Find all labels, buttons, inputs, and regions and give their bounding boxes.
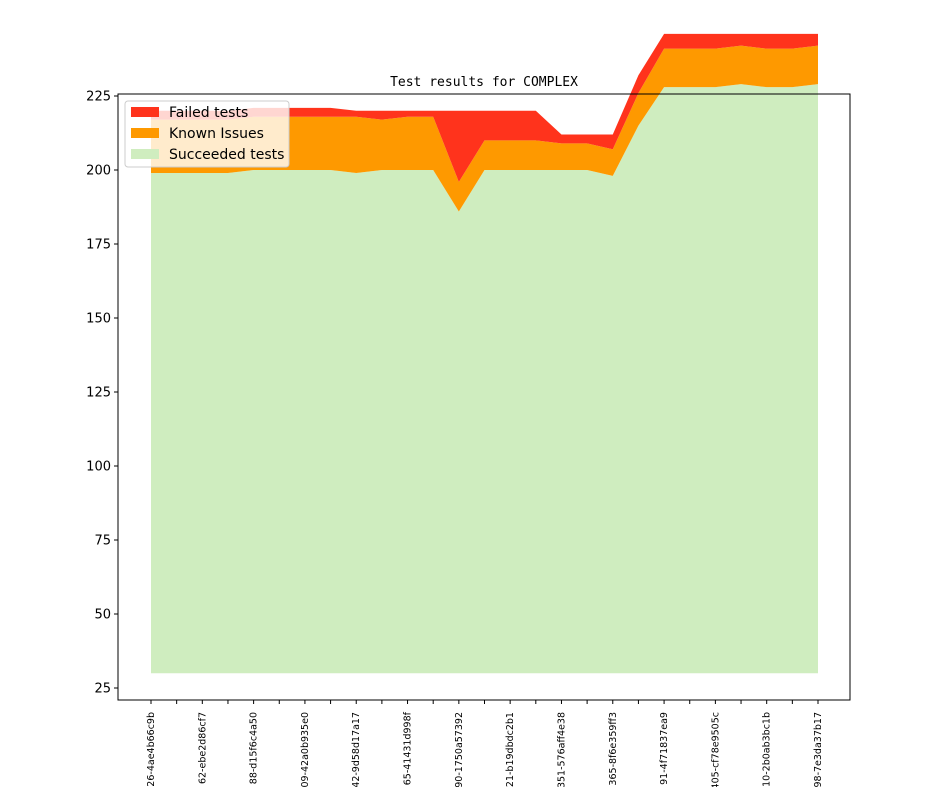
legend-label: Known Issues	[169, 126, 264, 142]
area-known-issues	[151, 45, 818, 212]
y-tick-label: 50	[94, 608, 111, 623]
legend-label: Failed tests	[169, 105, 248, 121]
x-tick-label: 88-d15f6c4a50	[249, 712, 260, 784]
x-tick-label: 26-4ae4b66c9b	[146, 712, 157, 787]
legend: Failed tests Known Issues Succeeded tests	[124, 100, 290, 168]
x-tick-label: 365-8f6e359ff3	[608, 712, 619, 786]
legend-swatch	[131, 149, 159, 159]
y-tick-label: 100	[86, 460, 111, 475]
legend-swatch	[131, 107, 159, 117]
x-tick-label: 351-576aff4e38	[556, 712, 567, 787]
area-layers	[151, 33, 818, 674]
x-tick-label: 90-1750a57392	[454, 712, 465, 787]
x-axis: 26-4ae4b66c9b 62-ebe2d86cf7 88-d15f6c4a50 0…	[146, 700, 824, 787]
y-tick-label: 225	[86, 90, 111, 105]
y-tick-label: 25	[94, 682, 111, 697]
x-tick-label: 65-41431d998f	[403, 711, 414, 785]
y-tick-label: 125	[86, 386, 111, 401]
y-axis: 25 50 75 100 125 150 175 200 225	[86, 90, 118, 697]
legend-label: Succeeded tests	[169, 147, 284, 163]
x-tick-label: 21-b19dbdc2b1	[505, 712, 516, 787]
y-tick-label: 75	[94, 534, 111, 549]
area-failed-tests	[151, 33, 818, 182]
x-tick-label: 09-42a0b935e0	[300, 712, 311, 787]
y-tick-label: 200	[86, 164, 111, 179]
legend-box	[124, 100, 290, 168]
y-tick-label: 175	[86, 238, 111, 253]
legend-swatch	[131, 128, 159, 138]
x-tick-label: 405-cf78e9505c	[710, 712, 721, 787]
x-tick-label: 42-9d58d17a17	[351, 712, 362, 787]
x-tick-label: 98-7e3da37b17	[813, 712, 824, 787]
x-tick-label: 91-4f71837ea9	[659, 712, 670, 785]
y-tick-label: 150	[86, 312, 111, 327]
x-tick-label: 62-ebe2d86cf7	[197, 712, 208, 784]
x-tick-label: 10-2b0ab3bc1b	[762, 712, 773, 787]
area-succeeded-tests	[151, 84, 818, 674]
chart-title: Test results for COMPLEX	[390, 75, 578, 90]
